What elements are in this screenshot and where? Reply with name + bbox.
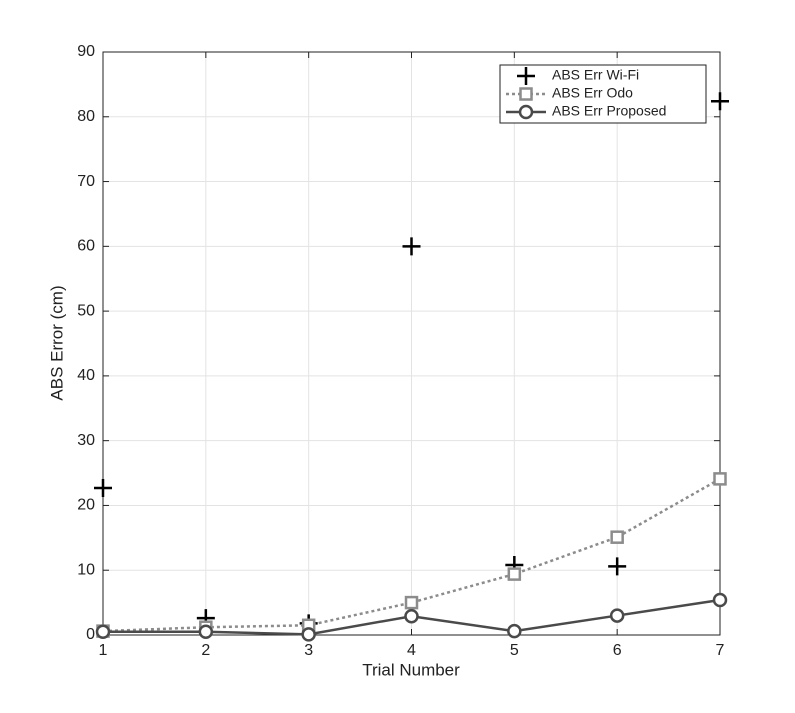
- marker: [518, 104, 534, 120]
- x-tick-label: 1: [99, 642, 108, 659]
- marker: [711, 92, 729, 111]
- marker: [198, 624, 214, 640]
- marker: [402, 237, 421, 256]
- y-tick-label: 90: [77, 43, 95, 60]
- marker: [95, 624, 111, 640]
- legend-label: ABS Err Wi-Fi: [552, 67, 639, 83]
- marker: [608, 557, 627, 576]
- marker: [517, 67, 535, 85]
- x-tick-label: 6: [613, 642, 622, 659]
- y-tick-label: 40: [77, 367, 95, 384]
- plot-frame: [102, 51, 721, 636]
- marker: [519, 87, 533, 101]
- y-tick-label: 30: [77, 432, 95, 449]
- y-tick-label: 0: [86, 626, 95, 643]
- marker: [404, 595, 419, 610]
- marker: [507, 567, 522, 581]
- x-tick-label: 4: [407, 642, 416, 659]
- x-tick-label: 5: [510, 642, 519, 659]
- marker: [507, 623, 522, 639]
- legend-label: ABS Err Odo: [552, 85, 633, 101]
- x-axis-label: Trial Number: [362, 660, 460, 679]
- marker: [94, 478, 112, 497]
- marker: [609, 608, 625, 623]
- marker: [712, 592, 728, 608]
- y-tick-label: 70: [77, 173, 95, 190]
- y-tick-label: 10: [77, 561, 95, 578]
- x-tick-label: 3: [304, 642, 313, 659]
- marker: [713, 472, 727, 486]
- x-tick-label: 2: [201, 642, 210, 659]
- y-axis-label: ABS Error (cm): [47, 285, 66, 400]
- y-tick-label: 60: [77, 238, 95, 255]
- y-tick-label: 50: [77, 302, 95, 319]
- marker: [301, 627, 316, 642]
- y-tick-label: 20: [77, 497, 95, 514]
- legend-box: [499, 64, 707, 124]
- marker: [404, 608, 419, 624]
- marker: [610, 530, 624, 544]
- y-tick-label: 80: [77, 108, 95, 125]
- legend-label: ABS Err Proposed: [552, 103, 666, 119]
- x-tick-label: 7: [716, 642, 725, 659]
- legend: ABS Err Wi-Fi ABS Err Odo ABS Err Proposed: [499, 64, 707, 124]
